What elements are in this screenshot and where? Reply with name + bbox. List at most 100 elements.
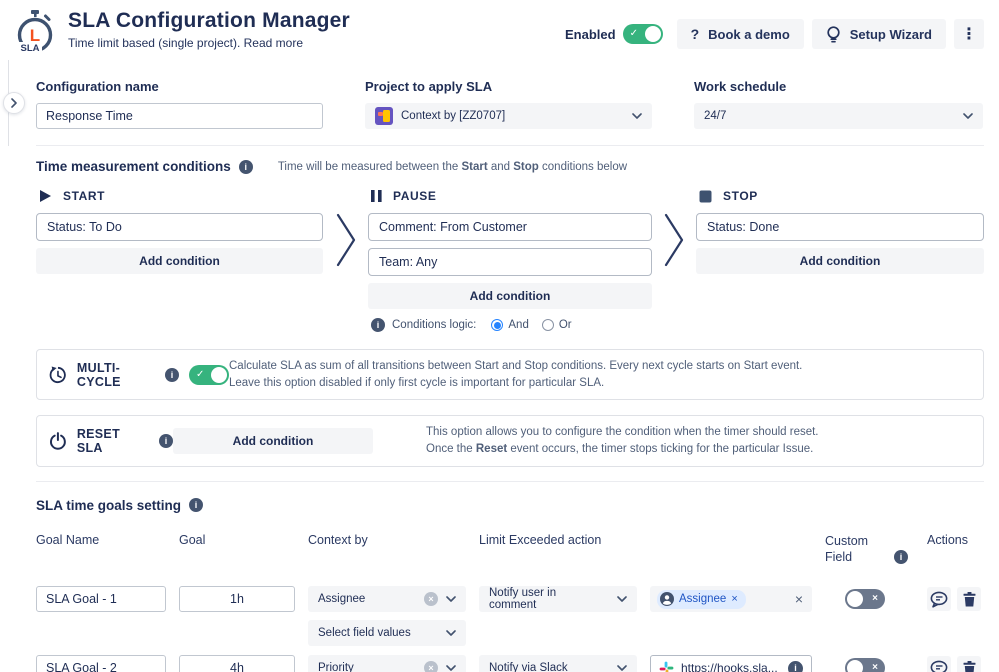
reset-power-icon: [50, 432, 66, 450]
comment-action-button[interactable]: [927, 656, 951, 672]
chevron-down-icon: [446, 630, 456, 636]
project-select[interactable]: Context by [ZZ0707]: [365, 103, 652, 129]
check-icon: ✓: [196, 368, 205, 380]
book-demo-button[interactable]: ? Book a demo: [676, 19, 804, 49]
logic-and-radio[interactable]: [491, 319, 504, 331]
multi-cycle-desc-line2: Leave this option disabled if only first…: [229, 376, 605, 389]
limit-action-value: Notify via Slack: [489, 662, 568, 672]
app-logo-stopwatch-icon: L SLA: [17, 10, 53, 54]
chevron-down-icon: [617, 596, 627, 602]
context-field-value: Priority: [318, 662, 354, 672]
setup-wizard-button[interactable]: Setup Wizard: [811, 19, 946, 49]
hint-stop: Stop: [513, 160, 539, 173]
start-add-condition-button[interactable]: Add condition: [36, 248, 323, 274]
chevron-right-icon: [11, 98, 17, 108]
comment-icon: [930, 591, 948, 608]
work-schedule-select[interactable]: 24/7: [694, 103, 983, 129]
conditions-logic-label: Conditions logic:: [392, 319, 477, 331]
clear-icon[interactable]: ×: [424, 661, 438, 672]
logo-sla-text: SLA: [21, 43, 40, 54]
config-name-label: Configuration name: [36, 79, 159, 94]
info-icon[interactable]: i: [788, 660, 803, 672]
page-header: L SLA SLA Configuration Manager Time lim…: [0, 0, 999, 55]
goal-row-2: Priority × High, Highest × Notify via Sl…: [36, 655, 984, 672]
goal-name-input[interactable]: [36, 655, 166, 672]
reset-sla-label: RESET SLA: [76, 427, 121, 456]
goal-value-input[interactable]: [179, 655, 295, 672]
read-more-link[interactable]: Read more: [243, 36, 303, 50]
clear-icon[interactable]: ×: [424, 592, 438, 607]
time-measurement-title: Time measurement conditions: [36, 159, 231, 174]
goal-value-input[interactable]: [179, 586, 295, 613]
clear-field-icon[interactable]: ×: [794, 591, 803, 608]
page-subtitle: Time limit based (single project). Read …: [68, 36, 350, 50]
multi-cycle-card: MULTI-CYCLE i ✓ Calculate SLA as sum of …: [36, 349, 984, 401]
pause-condition[interactable]: Team: Any: [368, 248, 652, 276]
delete-goal-button[interactable]: [957, 587, 981, 612]
assignee-pill[interactable]: Assignee ×: [657, 589, 746, 609]
logic-or-radio[interactable]: [541, 319, 554, 331]
more-options-button[interactable]: ⋮: [954, 19, 984, 49]
chevron-down-icon: [446, 665, 456, 671]
kebab-icon: ⋮: [961, 26, 977, 43]
hint-text: conditions below: [538, 160, 628, 173]
custom-field-toggle[interactable]: ×: [845, 589, 885, 610]
reset-sla-card: RESET SLA i Add condition This option al…: [36, 415, 984, 467]
info-icon[interactable]: i: [894, 550, 908, 565]
context-values-select[interactable]: Select field values: [308, 620, 466, 647]
config-name-input[interactable]: [36, 103, 323, 129]
reset-desc-line1: This option allows you to configure the …: [426, 426, 819, 439]
work-schedule-label: Work schedule: [694, 79, 787, 94]
pause-add-condition-button[interactable]: Add condition: [368, 283, 652, 309]
limit-action-select[interactable]: Notify via Slack: [479, 655, 637, 672]
limit-action-select[interactable]: Notify user in comment: [479, 586, 637, 613]
info-icon[interactable]: i: [238, 159, 253, 174]
custom-field-toggle[interactable]: ×: [845, 658, 885, 672]
goals-title: SLA time goals setting: [36, 497, 182, 513]
pause-condition[interactable]: Comment: From Customer: [368, 213, 652, 241]
stop-add-condition-button[interactable]: Add condition: [696, 248, 984, 274]
info-icon[interactable]: i: [165, 367, 179, 382]
delete-goal-button[interactable]: [957, 656, 981, 672]
goal-row-1: Assignee × Select field values Notify us…: [36, 586, 984, 647]
conditions-logic-row: i Conditions logic: And Or: [368, 318, 652, 332]
hint-text: and: [487, 160, 514, 173]
project-select-value: Context by [ZZ0707]: [401, 110, 506, 122]
info-icon[interactable]: i: [159, 434, 173, 449]
start-column: START Status: To Do Add condition: [36, 189, 323, 332]
play-icon: [40, 190, 51, 202]
reset-desc-text: event occurs, the timer stops ticking fo…: [507, 443, 814, 456]
reset-desc-line2: Once the Reset event occurs, the timer s…: [426, 441, 819, 458]
trash-icon: [963, 660, 975, 672]
col-context-by: Context by: [308, 532, 368, 547]
goal-name-input[interactable]: [36, 586, 166, 613]
reset-add-condition-button[interactable]: Add condition: [173, 428, 373, 455]
notify-user-field[interactable]: Assignee × ×: [650, 586, 812, 613]
context-field-value: Assignee: [318, 593, 366, 606]
expand-sidebar-button[interactable]: [3, 92, 25, 114]
remove-pill-icon[interactable]: ×: [731, 593, 738, 606]
hint-text: Time will be measured between the: [277, 160, 462, 173]
slack-webhook-field[interactable]: https://hooks.sla... i: [650, 655, 812, 672]
reset-desc-bold: Reset: [475, 443, 508, 456]
limit-action-value: Notify user in comment: [489, 587, 557, 612]
stop-condition[interactable]: Status: Done: [696, 213, 984, 241]
goals-table-header: Goal Name Goal Context by Limit Exceeded…: [36, 533, 984, 566]
project-avatar-icon: [375, 107, 393, 125]
info-icon[interactable]: i: [189, 498, 204, 513]
chevron-down-icon: [617, 665, 627, 671]
config-form-row: Configuration name Project to apply SLA …: [36, 79, 984, 129]
context-field-select[interactable]: Assignee ×: [308, 586, 466, 613]
info-icon[interactable]: i: [371, 318, 385, 332]
start-condition[interactable]: Status: To Do: [36, 213, 323, 241]
hint-start: Start: [461, 160, 488, 173]
reset-sla-description: This option allows you to configure the …: [426, 424, 819, 457]
enabled-toggle[interactable]: ✓: [622, 24, 663, 44]
comment-action-button[interactable]: [927, 587, 951, 612]
multi-cycle-toggle[interactable]: ✓: [189, 364, 229, 385]
time-measurement-hint: Time will be measured between the Start …: [278, 161, 627, 173]
page-title: SLA Configuration Manager: [68, 9, 350, 32]
context-field-select[interactable]: Priority ×: [308, 655, 466, 672]
comment-icon: [930, 660, 948, 672]
